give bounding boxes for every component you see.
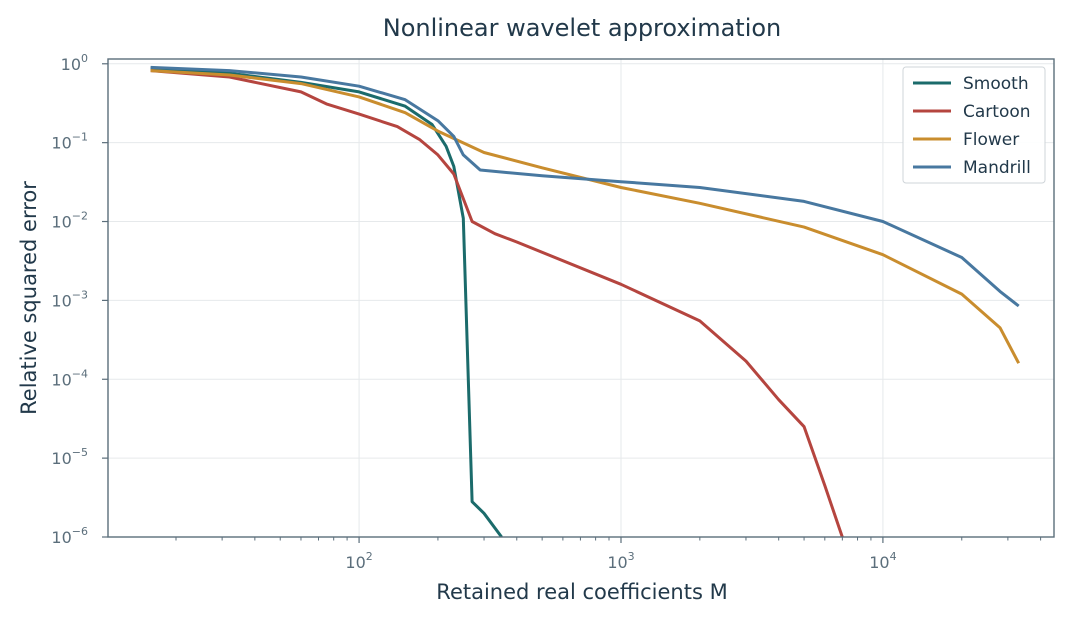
x-tick-label: 103 bbox=[607, 550, 634, 572]
series-line-cartoon bbox=[150, 69, 844, 537]
y-tick-label: 10−6 bbox=[51, 525, 88, 547]
ticks bbox=[102, 63, 1042, 543]
chart-title: Nonlinear wavelet approximation bbox=[383, 14, 782, 42]
legend: Smooth Cartoon Flower Mandrill bbox=[902, 66, 1046, 184]
legend-label-mandrill: Mandrill bbox=[963, 158, 1031, 178]
y-tick-label: 100 bbox=[61, 52, 88, 74]
y-tick-label: 10−2 bbox=[51, 210, 88, 232]
y-tick-label: 10−1 bbox=[51, 131, 88, 153]
legend-label-flower: Flower bbox=[963, 130, 1019, 150]
legend-box bbox=[902, 66, 1046, 184]
x-tick-label: 102 bbox=[345, 550, 372, 572]
x-tick-label: 104 bbox=[869, 550, 896, 572]
y-tick-labels: 100 10−1 10−2 10−3 10−4 10−5 10−6 bbox=[51, 52, 88, 547]
x-tick-labels: 102 103 104 bbox=[345, 550, 896, 572]
series-line-smooth bbox=[150, 66, 503, 537]
series-line-mandrill bbox=[150, 65, 1020, 308]
y-tick-label: 10−4 bbox=[51, 367, 88, 389]
legend-label-smooth: Smooth bbox=[963, 74, 1029, 94]
series-line-flower bbox=[150, 69, 1021, 364]
y-tick-label: 10−5 bbox=[51, 446, 88, 468]
y-tick-label: 10−3 bbox=[51, 288, 88, 310]
x-axis-label: Retained real coefficients M bbox=[436, 580, 727, 604]
legend-label-cartoon: Cartoon bbox=[963, 102, 1031, 122]
y-axis-label: Relative squared error bbox=[17, 181, 41, 415]
series-layer bbox=[150, 65, 1021, 537]
plot-frame bbox=[107, 58, 1055, 538]
